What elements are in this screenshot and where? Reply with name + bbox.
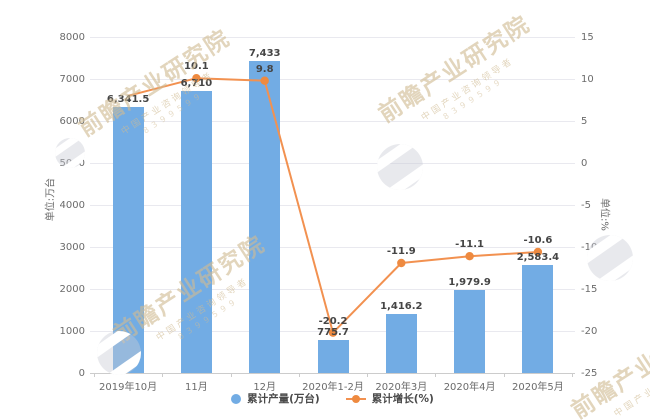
x-axis-category-label: 2020年4月 bbox=[443, 382, 496, 393]
bar[interactable] bbox=[454, 289, 486, 373]
gridline bbox=[90, 163, 575, 164]
y-axis-tick-label-left: 4000 bbox=[59, 200, 85, 211]
gridline bbox=[90, 205, 575, 206]
x-axis-category-label: 2019年10月 bbox=[99, 382, 158, 393]
bar-value-label: 7,433 bbox=[248, 47, 281, 59]
bar-value-label: 6,710 bbox=[180, 78, 213, 90]
legend-item-growth[interactable]: 累计增长(%) bbox=[345, 391, 434, 406]
x-axis-category-label: 2020年3月 bbox=[375, 382, 428, 393]
legend-production-label: 累计产量(万台) bbox=[247, 393, 320, 405]
x-axis-tick bbox=[230, 373, 232, 377]
line-value-label: -11.1 bbox=[455, 239, 485, 251]
y-axis-tick-label-right: 15 bbox=[581, 32, 594, 43]
x-axis-category-label: 12月 bbox=[253, 382, 277, 393]
y-axis-tick-label-right: 5 bbox=[581, 116, 588, 127]
y-axis-tick-label-right: 10 bbox=[581, 74, 594, 85]
line-value-label: -10.6 bbox=[523, 235, 553, 246]
bar[interactable] bbox=[180, 91, 212, 373]
legend: 累计产量(万台) 累计增长(%) bbox=[90, 391, 575, 406]
line-value-label: 9.8 bbox=[255, 63, 274, 75]
bar-value-label: 2,583.4 bbox=[516, 251, 560, 263]
gridline bbox=[90, 121, 575, 122]
gridline bbox=[90, 79, 575, 80]
y-axis-tick-label-right: -5 bbox=[581, 200, 591, 211]
line-value-label: -11.9 bbox=[386, 246, 416, 257]
y-axis-tick-label-left: 8000 bbox=[59, 32, 85, 43]
line-point[interactable] bbox=[192, 74, 201, 83]
x-axis-category-label: 11月 bbox=[185, 382, 208, 393]
bar[interactable] bbox=[112, 106, 144, 373]
line-value-label: 10.1 bbox=[184, 61, 209, 73]
line-point[interactable] bbox=[533, 247, 543, 257]
bar[interactable] bbox=[249, 60, 281, 373]
x-axis-tick bbox=[298, 373, 300, 377]
gridline bbox=[90, 289, 575, 290]
x-axis-tick bbox=[503, 373, 505, 377]
line-point[interactable] bbox=[328, 328, 338, 337]
y-axis-tick-label-left: 7000 bbox=[59, 74, 85, 85]
legend-line-swatch-icon bbox=[345, 394, 366, 404]
gridline bbox=[90, 247, 575, 248]
y-axis-tick-label-right: -20 bbox=[581, 326, 598, 337]
x-axis-tick bbox=[435, 373, 437, 377]
y-axis-tick-label-left: 2000 bbox=[59, 284, 85, 295]
bar[interactable] bbox=[522, 264, 554, 373]
line-point[interactable] bbox=[465, 252, 474, 261]
x-axis-tick bbox=[94, 373, 95, 377]
line-point[interactable] bbox=[260, 76, 269, 85]
x-axis-category-label: 2020年1-2月 bbox=[302, 382, 364, 393]
line-point[interactable] bbox=[397, 258, 406, 268]
x-axis-tick bbox=[162, 373, 164, 377]
x-axis-category-label: 2020年5月 bbox=[511, 382, 564, 393]
y-axis-tick-label-left: 1000 bbox=[59, 326, 85, 337]
x-axis-line bbox=[90, 373, 575, 374]
y-axis-tick-label-left: 0 bbox=[78, 368, 85, 379]
y-axis-tick-label-right: 0 bbox=[581, 158, 588, 169]
legend-growth-label: 累计增长(%) bbox=[371, 393, 434, 405]
bar-value-label: 6,341.5 bbox=[106, 93, 150, 105]
bar[interactable] bbox=[385, 313, 417, 373]
bar-value-label: 775.7 bbox=[317, 327, 349, 339]
x-axis-tick bbox=[367, 373, 369, 377]
y-axis-tick-label-left: 3000 bbox=[59, 242, 85, 253]
legend-item-production[interactable]: 累计产量(万台) bbox=[231, 391, 320, 406]
bar[interactable] bbox=[317, 340, 349, 373]
line-value-label: -20.2 bbox=[318, 315, 348, 327]
bar-value-label: 1,979.9 bbox=[448, 276, 491, 288]
growth-line-path bbox=[127, 77, 538, 334]
y-axis-tick-label-left: 6000 bbox=[59, 116, 85, 127]
x-axis-tick bbox=[572, 373, 573, 377]
gridline bbox=[90, 37, 575, 38]
bar-value-label: 1,416.2 bbox=[380, 300, 423, 312]
y-axis-tick-label-right: -15 bbox=[581, 284, 598, 295]
legend-bar-swatch-icon bbox=[231, 393, 242, 404]
y-axis-tick-label-right: -25 bbox=[581, 368, 598, 379]
